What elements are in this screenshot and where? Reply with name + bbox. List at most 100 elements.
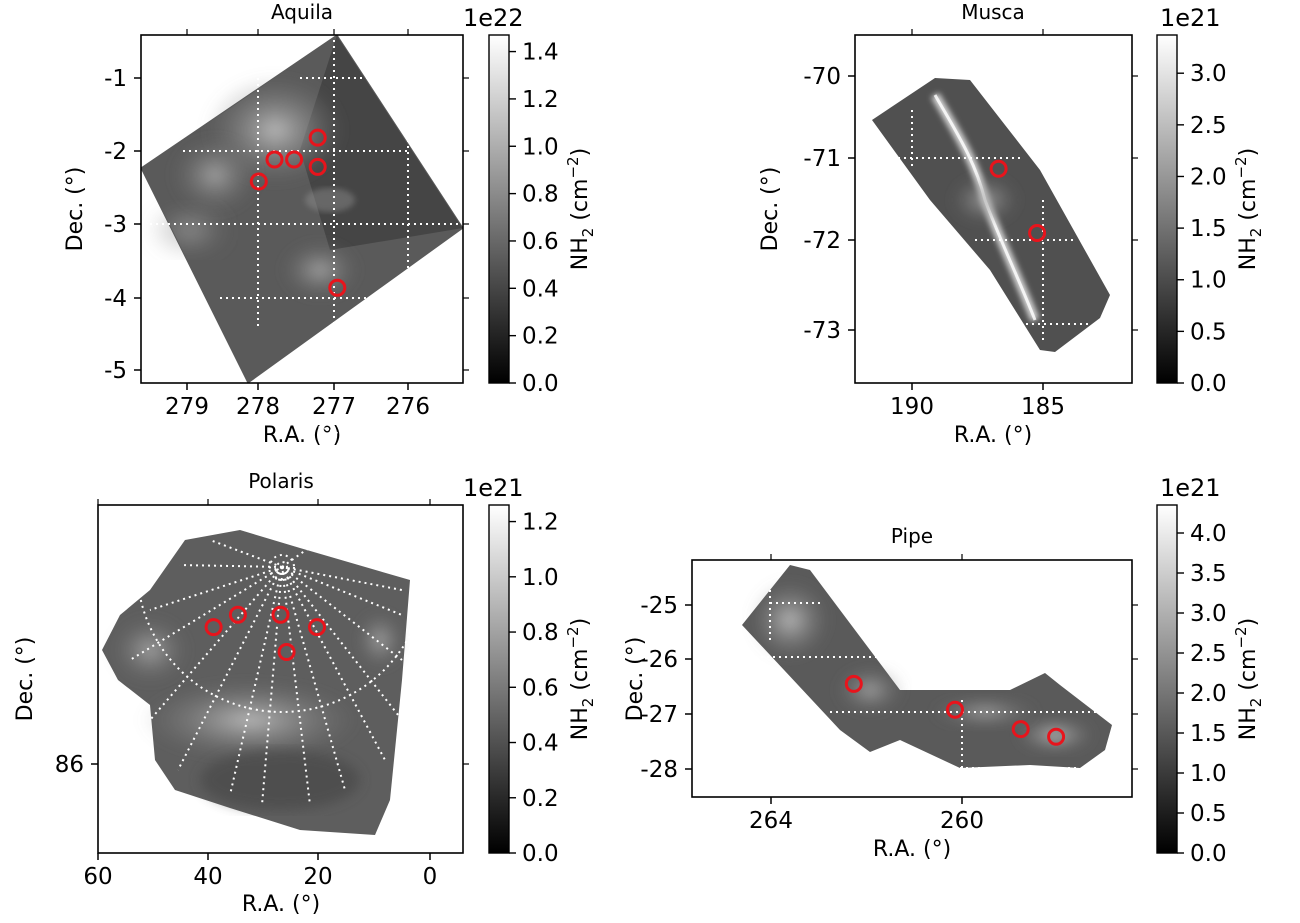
polaris-title: Polaris: [248, 469, 314, 493]
pipe-cb-label: NH2 (cm−2): [1232, 618, 1265, 740]
polaris-map-image: [102, 530, 410, 835]
aquila-cb-tick-label: 0.8: [522, 182, 559, 208]
polaris-cb-tick-label: 0.4: [522, 731, 559, 757]
pipe-ticks: 264 260 -25 -26 -27 -28: [640, 554, 1138, 834]
musca-colorbar-scale: [1156, 34, 1178, 384]
musca-ticks: 190 185 -70 -71 -72 -73: [803, 29, 1138, 420]
polaris-xtick-label: 60: [83, 864, 112, 890]
musca-map-image: [872, 78, 1110, 352]
pipe-cb-tick-label: 2.0: [1190, 681, 1227, 707]
musca-cb-tick-label: 0.0: [1190, 371, 1227, 397]
musca-ylabel: Dec. (°): [758, 167, 783, 252]
pipe-xtick-label: 264: [749, 808, 793, 834]
aquila-source-marker: [308, 128, 327, 147]
pipe-source-marker: [844, 674, 863, 693]
pipe-markers: [844, 674, 1066, 746]
musca-cb-label: NH2 (cm−2): [1232, 148, 1265, 270]
polaris-cb-tick-label: 0.8: [522, 620, 559, 646]
polaris-cb-tick-label: 1.2: [522, 510, 559, 536]
musca-markers: [989, 159, 1047, 242]
aquila-xtick-label: 276: [386, 394, 430, 420]
polaris-source-marker: [204, 618, 223, 637]
polaris-grid: [129, 421, 428, 806]
aquila-xtick-label: 279: [165, 394, 209, 420]
musca-cb-tick-label: 2.5: [1190, 113, 1227, 139]
pipe-xlabel: R.A. (°): [873, 837, 951, 862]
pipe-ytick-label: -28: [640, 757, 678, 783]
musca-cb-tick-label: 1.5: [1190, 216, 1227, 242]
aquila-axes-frame: [140, 34, 464, 384]
pipe-cb-exponent: 1e21: [1160, 474, 1221, 502]
pipe-xtick-label: 260: [940, 808, 984, 834]
polaris-cb-exponent: 1e21: [463, 474, 524, 502]
pipe-cb-tick-label: 0.5: [1190, 801, 1227, 827]
aquila-xtick-label: 277: [312, 394, 356, 420]
musca-grid: [892, 110, 1090, 340]
aquila-cb-tick-label: 1.2: [522, 87, 559, 113]
musca-colorbar: 0.0 0.5 1.0 1.5 2.0 2.5 3.0 1e21 NH2 (cm−2): [1156, 4, 1265, 397]
musca-cb-tick-label: 1.0: [1190, 268, 1227, 294]
aquila-cb-tick-label: 0.2: [522, 324, 559, 350]
aquila-source-marker: [328, 278, 347, 297]
musca-xtick-label: 190: [890, 394, 934, 420]
aquila-grid: [150, 40, 463, 372]
polaris-cb-label: NH2 (cm−2): [564, 618, 597, 740]
aquila-ylabel: Dec. (°): [63, 167, 88, 252]
pipe-source-marker: [1011, 720, 1030, 739]
aquila-source-marker: [249, 172, 268, 191]
aquila-cb-tick-label: 0.6: [522, 229, 559, 255]
polaris-cb-tick-label: 0.0: [522, 841, 559, 867]
aquila-cb-tick-label: 0.4: [522, 276, 559, 302]
panel-polaris: 60 40 20 086 Polaris R.A. (°) Dec. (°) 0.0 0…: [13, 421, 597, 917]
pipe-colorbar-scale: [1156, 504, 1178, 854]
polaris-axes-frame: [97, 504, 464, 854]
aquila-ytick-label: -2: [104, 139, 127, 165]
polaris-ytick-label: 86: [55, 752, 84, 778]
musca-title: Musca: [961, 0, 1025, 24]
aquila-xtick-label: 278: [236, 394, 280, 420]
pipe-title: Pipe: [891, 524, 933, 548]
aquila-markers: [249, 128, 347, 297]
aquila-source-marker: [265, 150, 284, 169]
polaris-source-marker: [271, 605, 290, 624]
musca-cb-tick-label: 0.5: [1190, 319, 1227, 345]
polaris-xtick-label: 20: [303, 864, 332, 890]
pipe-ytick-label: -27: [640, 702, 678, 728]
pipe-axes-frame: [691, 559, 1133, 798]
musca-cb-tick-label: 2.0: [1190, 164, 1227, 190]
polaris-source-marker: [308, 618, 326, 637]
pipe-map-image: [742, 565, 1112, 768]
aquila-colorbar-scale: [488, 34, 510, 384]
aquila-cb-label: NH2 (cm−2): [564, 148, 597, 270]
aquila-ytick-label: -3: [104, 212, 127, 238]
musca-source-marker: [1028, 224, 1047, 242]
aquila-source-marker: [285, 150, 304, 169]
aquila-cb-tick-label: 0.0: [522, 371, 559, 397]
musca-cb-exponent: 1e21: [1160, 4, 1221, 32]
pipe-ylabel: Dec. (°): [623, 637, 648, 722]
pipe-source-marker: [946, 700, 964, 719]
musca-ytick-label: -70: [803, 64, 841, 90]
polaris-ylabel: Dec. (°): [13, 637, 38, 722]
pipe-cb-tick-label: 0.0: [1190, 841, 1227, 867]
polaris-source-marker: [228, 605, 247, 624]
aquila-cb-tick-label: 1.0: [522, 134, 559, 160]
polaris-colorbar-scale: [488, 504, 510, 854]
musca-ytick-label: -71: [803, 146, 841, 172]
polaris-colorbar: 0.0 0.2 0.4 0.6 0.8 1.0 1.2 1e21 NH2 (cm−2): [463, 474, 597, 867]
pipe-grid: [755, 590, 1110, 770]
pipe-cb-tick-label: 2.5: [1190, 641, 1227, 667]
musca-source-marker: [989, 159, 1008, 178]
pipe-cb-tick-label: 1.0: [1190, 761, 1227, 787]
pipe-cb-tick-label: 3.0: [1190, 601, 1227, 627]
aquila-ytick-label: -5: [104, 358, 127, 384]
panel-pipe: 264 260 -25 -26 -27 -28 Pipe R.A. (°) Dec. (°…: [623, 474, 1265, 867]
pipe-cb-tick-label: 1.5: [1190, 721, 1227, 747]
aquila-ticks: 279 278 277 276 -1 -2 -3 -4 -5: [104, 29, 469, 420]
aquila-title: Aquila: [271, 0, 333, 24]
aquila-cb-tick-label: 1.4: [522, 40, 559, 66]
polaris-xlabel: R.A. (°): [242, 892, 320, 917]
aquila-colorbar: 0.0 0.2 0.4 0.6 0.8 1.0 1.2 1.4 1e22 NH2 (cm−2): [463, 4, 597, 397]
polaris-ticks: 60 40 20 0 86: [55, 499, 469, 890]
aquila-map-image: [141, 35, 463, 383]
